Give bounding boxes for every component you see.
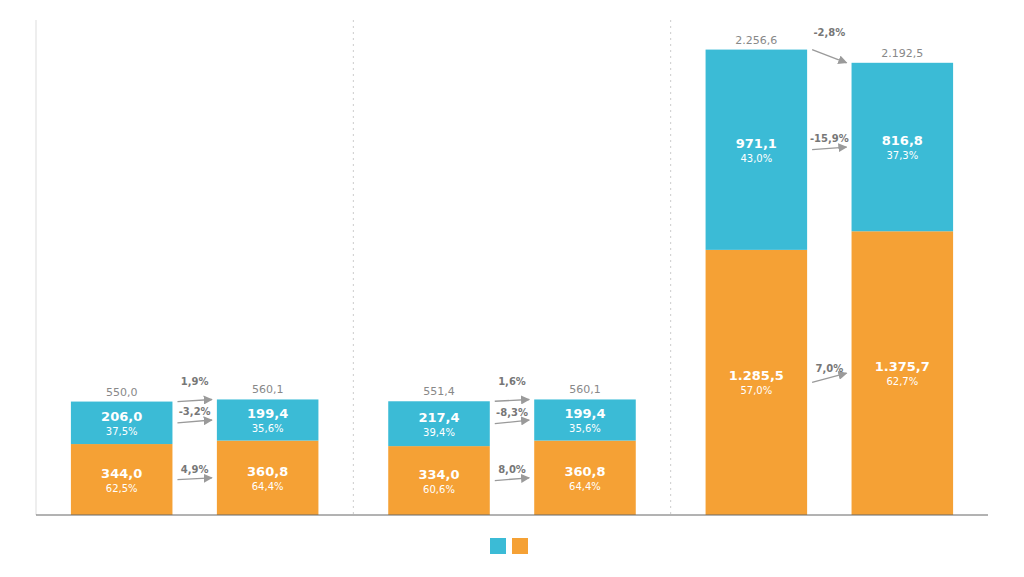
segment-share-label: 64,4%	[569, 481, 601, 492]
segment-share-label: 57,0%	[740, 385, 772, 396]
group-divider	[670, 20, 671, 515]
change-label: -3,2%	[179, 406, 211, 417]
group-divider	[353, 20, 354, 515]
segment-share-label: 37,5%	[106, 426, 138, 437]
segment-value-label: 199,4	[564, 406, 605, 421]
baseline	[36, 515, 988, 516]
bar-segment	[706, 250, 808, 515]
segment-value-label: 344,0	[101, 466, 142, 481]
change-arrow	[495, 399, 529, 401]
bar-segment	[706, 50, 808, 250]
segment-share-label: 39,4%	[423, 427, 455, 438]
legend-swatch	[512, 538, 528, 554]
value-axis-line	[36, 20, 37, 515]
change-arrow	[495, 478, 529, 481]
change-label: 7,0%	[815, 363, 843, 374]
segment-value-label: 199,4	[247, 406, 288, 421]
change-label: 1,9%	[181, 376, 209, 387]
chart-container: 344,0 62,5% 360,8 64,4% 334,0 60,6% 360,8 64,4%…	[0, 0, 1024, 577]
change-arrow	[812, 373, 846, 382]
bar-segment	[388, 446, 490, 515]
segment-value-label: 360,8	[564, 464, 605, 479]
change-arrow	[812, 147, 846, 150]
segment-value-label: 334,0	[418, 467, 459, 482]
chart-svg: 344,0 62,5% 360,8 64,4% 334,0 60,6% 360,8 64,4%…	[0, 0, 1024, 577]
segment-value-label: 971,1	[736, 136, 777, 151]
segment-value-label: 217,4	[418, 410, 459, 425]
bar-segment	[217, 399, 319, 440]
segment-share-label: 64,4%	[252, 481, 284, 492]
total-label: 551,4	[423, 385, 455, 398]
segment-value-label: 206,0	[101, 409, 142, 424]
segment-share-label: 62,5%	[106, 483, 138, 494]
segment-share-label: 35,6%	[569, 423, 601, 434]
segment-value-label: 1.285,5	[729, 368, 784, 383]
segment-value-label: 1.375,7	[875, 359, 930, 374]
bar-segment	[852, 231, 954, 515]
change-label: -2,8%	[813, 27, 845, 38]
segment-share-label: 43,0%	[740, 153, 772, 164]
segment-share-label: 60,6%	[423, 484, 455, 495]
legend	[490, 538, 528, 554]
bar-segment	[852, 63, 954, 231]
total-label: 560,1	[569, 383, 601, 396]
bars	[71, 50, 953, 515]
change-label: -15,9%	[810, 133, 849, 144]
change-arrows: 1,9% 4,9% -3,2% 1,6% 8,0% -8,3% -2,8% 7,0% -15,9…	[177, 27, 848, 481]
total-label: 560,1	[252, 383, 284, 396]
total-label: 550,0	[106, 386, 138, 399]
change-arrow	[177, 478, 211, 480]
bar-segment	[71, 444, 173, 515]
segment-share-label: 62,7%	[886, 376, 918, 387]
change-label: 4,9%	[181, 464, 209, 475]
change-arrow	[812, 50, 846, 63]
total-label: 2.256,6	[735, 34, 777, 47]
segment-value-label: 816,8	[882, 133, 923, 148]
bar-segment	[534, 399, 636, 440]
change-label: 8,0%	[498, 464, 526, 475]
data-labels: 344,0 62,5% 360,8 64,4% 334,0 60,6% 360,8 64,4%…	[101, 34, 930, 495]
legend-swatch	[490, 538, 506, 554]
change-arrow	[177, 399, 211, 401]
page: {"chart_data": { "type": "bar", "stacked…	[0, 0, 1024, 577]
change-arrow	[495, 420, 529, 424]
change-label: 1,6%	[498, 376, 526, 387]
segment-share-label: 37,3%	[886, 150, 918, 161]
total-label: 2.192,5	[881, 47, 923, 60]
change-label: -8,3%	[496, 407, 528, 418]
segment-share-label: 35,6%	[252, 423, 284, 434]
bar-segment	[534, 441, 636, 515]
change-arrow	[177, 420, 211, 423]
segment-value-label: 360,8	[247, 464, 288, 479]
bar-segment	[71, 402, 173, 444]
bar-segment	[388, 401, 490, 446]
bar-segment	[217, 441, 319, 515]
